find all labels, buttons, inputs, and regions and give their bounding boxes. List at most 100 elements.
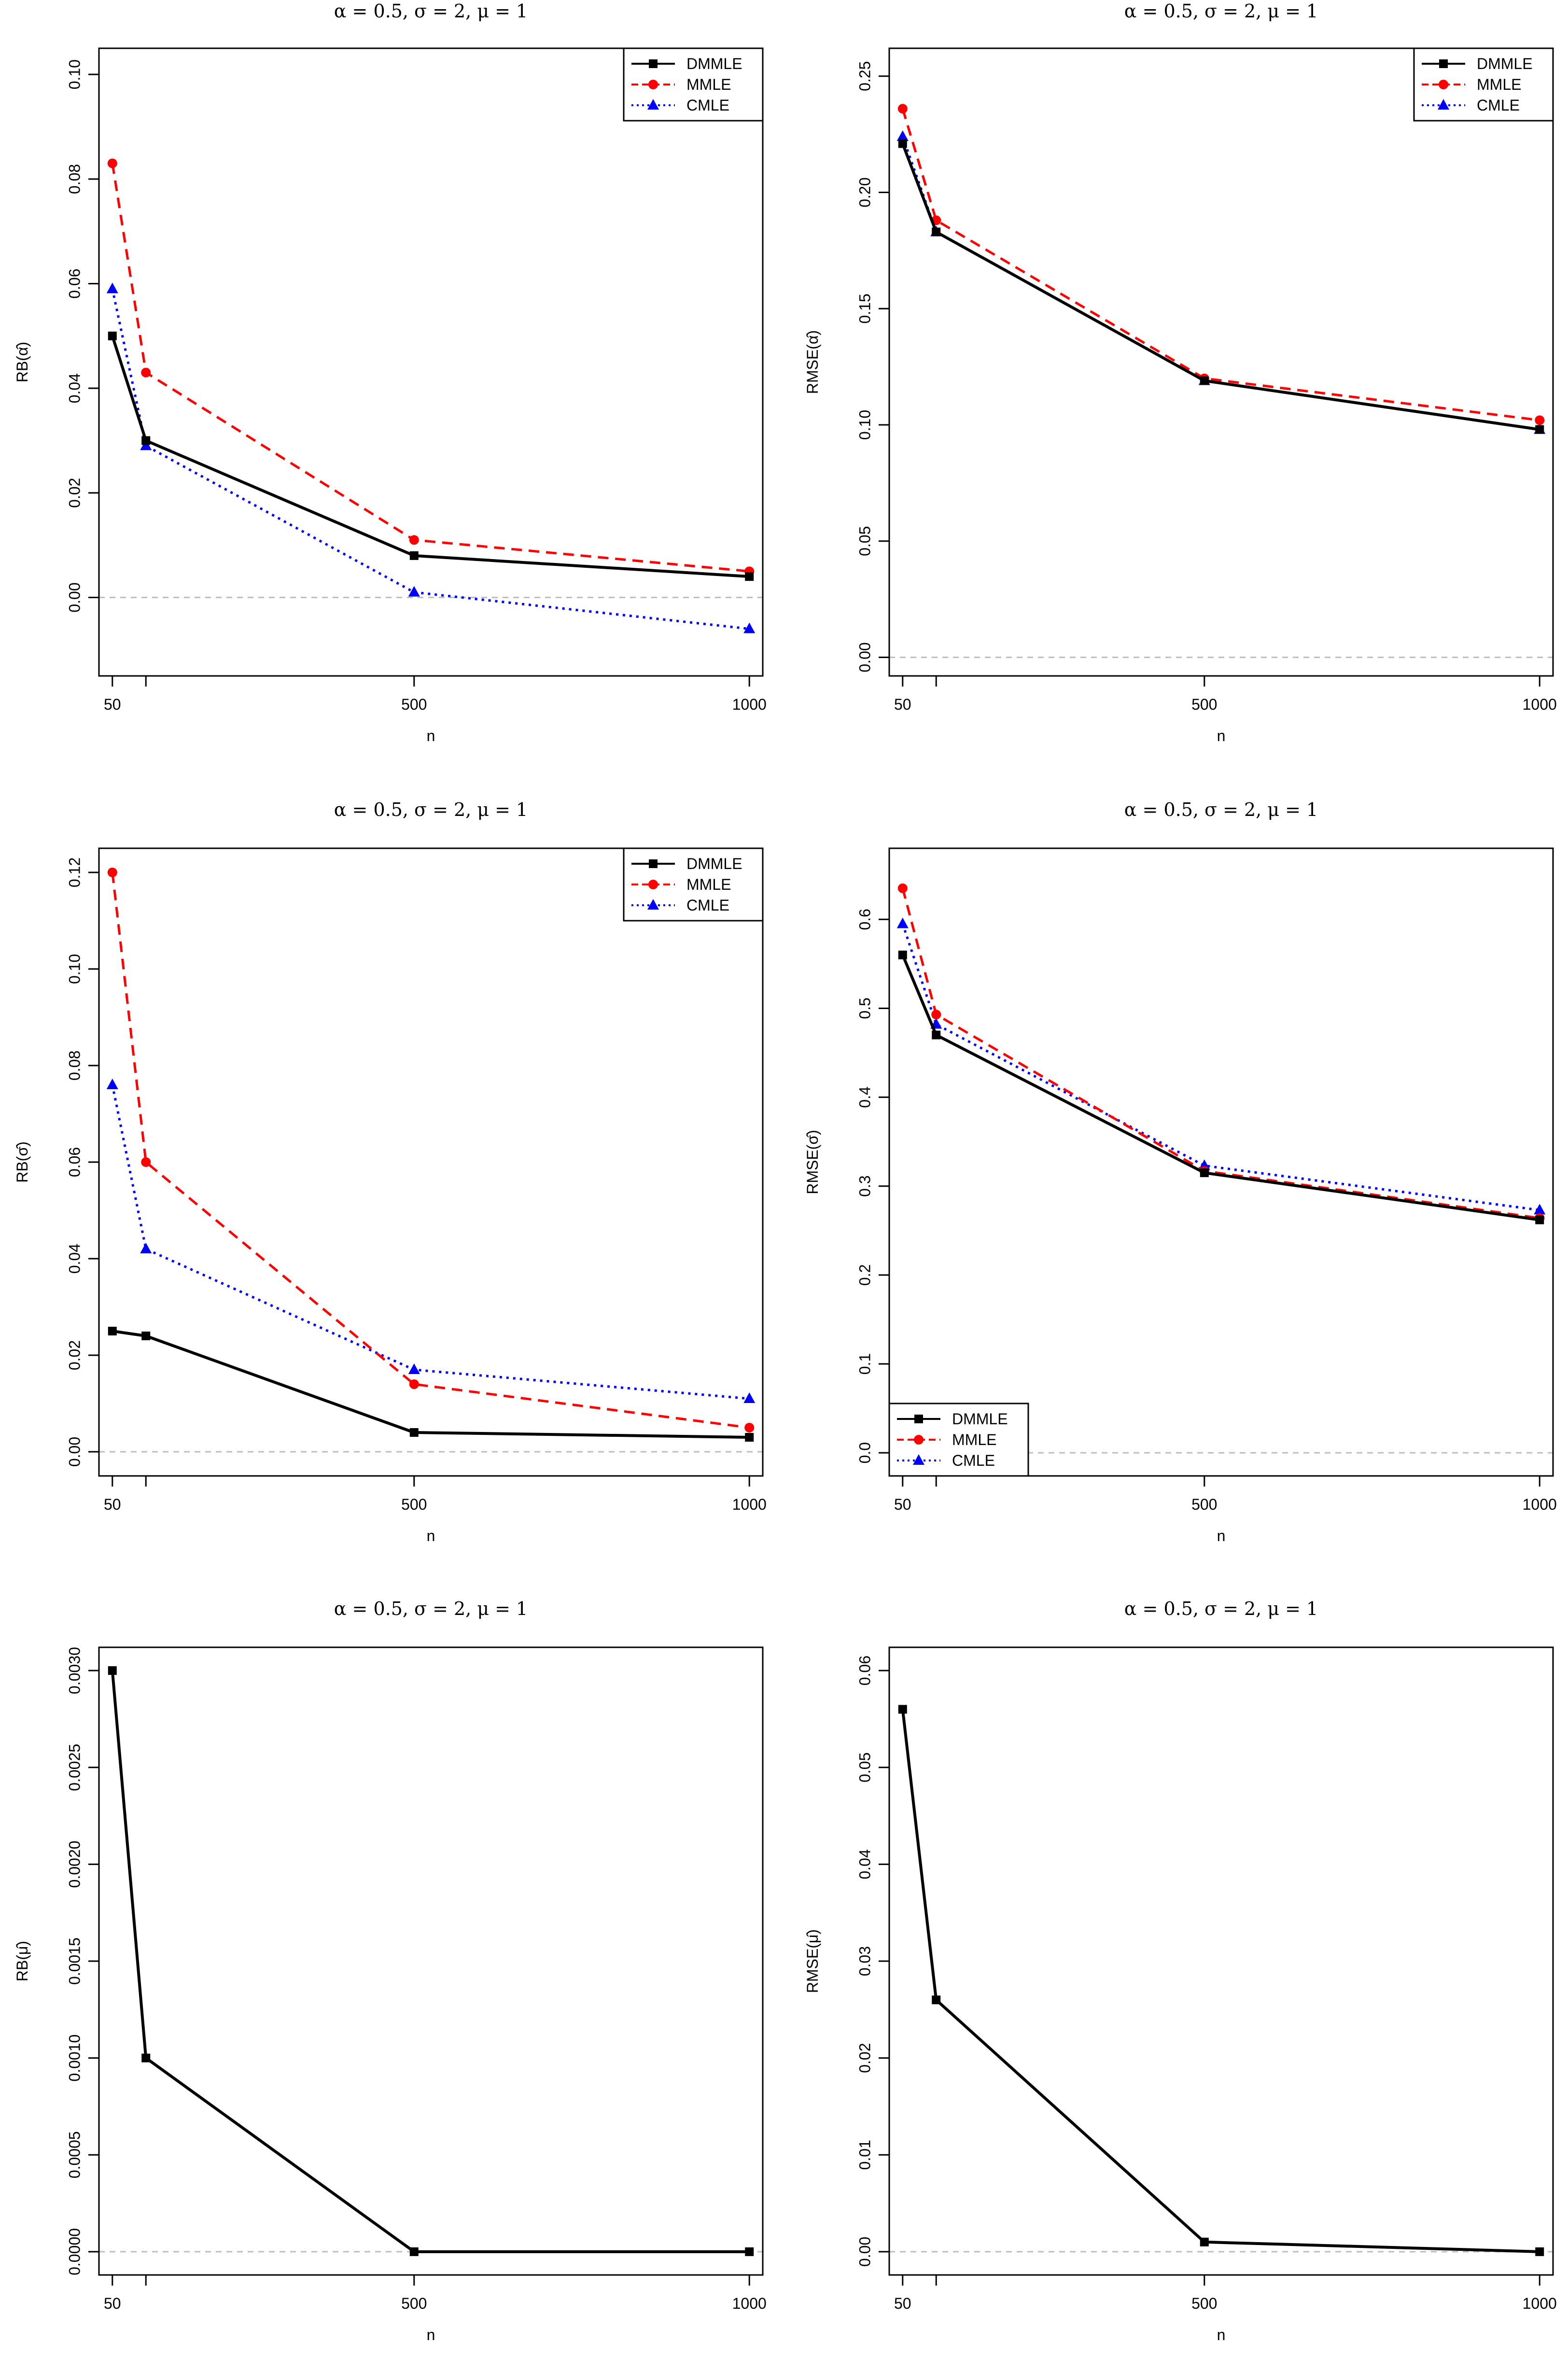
- y-tick-label: 0.08: [66, 164, 83, 194]
- data-point-dmmle: [745, 1433, 754, 1442]
- data-point-dmmle: [141, 2053, 151, 2063]
- y-tick-label: 0.0005: [66, 2131, 83, 2178]
- y-axis-label: RB(μ̂): [14, 1941, 31, 1981]
- y-tick-label: 0.4: [856, 1086, 873, 1108]
- y-tick-label: 0.6: [856, 909, 873, 930]
- y-tick-label: 0.04: [856, 1849, 873, 1879]
- series-line-cmle: [901, 136, 1540, 431]
- y-tick-label: 0.04: [66, 1244, 83, 1274]
- data-point-mmle: [1535, 415, 1545, 425]
- data-point-dmmle: [932, 1995, 941, 2005]
- legend: DMMLE MMLE CMLE: [888, 1403, 1029, 1477]
- data-point-dmmle: [409, 1428, 419, 1437]
- data-point-dmmle: [932, 227, 941, 237]
- data-point-dmmle: [1535, 2247, 1544, 2256]
- legend-marker-dmmle: [649, 859, 658, 868]
- plot-frame: [98, 847, 764, 1477]
- legend-marker-cmle: [1438, 99, 1449, 110]
- y-tick-label: 0.0030: [66, 1647, 83, 1694]
- legend-marker-cmle: [647, 899, 659, 910]
- y-axis-label: RB(σ̂): [14, 1141, 31, 1183]
- legend-label-cmle: CMLE: [686, 97, 729, 114]
- data-point-cmle: [743, 622, 756, 633]
- chart-title: α = 0.5, σ = 2, μ = 1: [334, 1598, 528, 1619]
- data-point-cmle: [106, 1079, 118, 1089]
- x-axis-label: n: [1217, 727, 1226, 744]
- data-point-cmle: [896, 130, 909, 141]
- legend: DMMLE MMLE CMLE: [623, 47, 764, 122]
- legend-label-dmmle: DMMLE: [686, 55, 742, 72]
- y-tick-label: 0.3: [856, 1175, 873, 1196]
- series-line-dmmle: [111, 335, 750, 578]
- x-tick-label: 50: [104, 696, 121, 713]
- y-axis-label: RMSE(μ̂): [804, 1929, 821, 1993]
- legend-marker-mmle: [648, 880, 658, 889]
- y-tick-label: 0.02: [66, 1340, 83, 1370]
- data-point-mmle: [107, 158, 117, 168]
- x-tick-label: 500: [1191, 1496, 1217, 1513]
- x-tick-label: 1000: [1523, 696, 1557, 713]
- x-tick-label: 500: [1191, 696, 1217, 713]
- series-line-dmmle: [111, 1670, 750, 2253]
- y-axis-label: RMSE(α̂): [804, 330, 821, 394]
- x-tick-label: 500: [401, 1496, 427, 1513]
- y-tick-label: 0.00: [856, 642, 873, 672]
- x-axis-label: n: [427, 727, 435, 744]
- legend-marker-cmle: [647, 99, 659, 110]
- y-tick-label: 0.00: [66, 1437, 83, 1467]
- data-point-dmmle: [141, 1332, 151, 1340]
- y-tick-label: 0.20: [856, 177, 873, 207]
- chart-rmse-sigma: α = 0.5, σ = 2, μ = 1 0.0 0.1 0.2 0.3 0.4 0.5 0…: [804, 799, 1557, 1544]
- x-tick-label: 50: [894, 696, 911, 713]
- data-point-mmle: [897, 104, 908, 114]
- data-point-mmle: [107, 868, 117, 877]
- plot-frame: [888, 47, 1554, 677]
- legend-box: [623, 47, 764, 122]
- x-axis-label: n: [427, 1527, 435, 1544]
- x-tick-label: 1000: [732, 2295, 767, 2312]
- data-point-cmle: [408, 586, 420, 597]
- data-point-mmle: [141, 1157, 151, 1167]
- y-tick-label: 0.0010: [66, 2035, 83, 2082]
- chart-rb-mu: α = 0.5, σ = 2, μ = 1 0.0000 0.0005 0.0010 0…: [14, 1598, 767, 2344]
- legend-label-dmmle: DMMLE: [952, 1410, 1008, 1428]
- y-tick-label: 0.02: [856, 2043, 873, 2073]
- y-tick-label: 0.12: [66, 857, 83, 887]
- series-line-cmle: [111, 1084, 750, 1400]
- data-point-mmle: [141, 367, 151, 378]
- y-tick-label: 0.15: [856, 294, 873, 323]
- data-point-dmmle: [1200, 376, 1209, 385]
- legend: DMMLE MMLE CMLE: [623, 847, 764, 922]
- data-point-mmle: [409, 1379, 419, 1389]
- data-point-dmmle: [898, 950, 907, 959]
- plot-frame: [888, 1646, 1554, 2276]
- legend-label-dmmle: DMMLE: [686, 855, 742, 872]
- chart-title: α = 0.5, σ = 2, μ = 1: [1124, 0, 1318, 22]
- y-tick-label: 0.01: [856, 2140, 873, 2170]
- y-tick-label: 0.25: [856, 61, 873, 91]
- x-tick-label: 1000: [1523, 1496, 1557, 1513]
- chart-rmse-alpha: α = 0.5, σ = 2, μ = 1 0.00 0.05 0.10 0.15 0.2…: [804, 0, 1557, 744]
- y-tick-label: 0.0020: [66, 1840, 83, 1888]
- data-point-dmmle: [409, 551, 419, 560]
- legend-marker-cmle: [913, 1454, 924, 1465]
- plot-frame: [98, 1646, 764, 2276]
- data-point-mmle: [409, 535, 419, 545]
- y-tick-label: 0.03: [856, 1946, 873, 1976]
- legend-label-mmle: MMLE: [1477, 76, 1521, 93]
- x-tick-label: 500: [1191, 2295, 1217, 2312]
- series-line-mmle: [901, 888, 1540, 1220]
- legend-label-mmle: MMLE: [686, 876, 731, 893]
- legend-label-cmle: CMLE: [686, 897, 729, 914]
- y-tick-label: 0.2: [856, 1264, 873, 1286]
- data-point-dmmle: [1535, 425, 1544, 434]
- legend-marker-dmmle: [1439, 59, 1448, 68]
- data-point-cmle: [106, 282, 118, 294]
- data-point-dmmle: [1200, 2237, 1209, 2246]
- data-point-cmle: [408, 1363, 420, 1374]
- chart-rb-alpha: α = 0.5, σ = 2, μ = 1 0.00 0.02 0.04 0.06 0.0…: [14, 0, 767, 744]
- legend-label-mmle: MMLE: [952, 1431, 996, 1448]
- y-tick-label: 0.0015: [66, 1937, 83, 1985]
- legend-label-cmle: CMLE: [1477, 97, 1520, 114]
